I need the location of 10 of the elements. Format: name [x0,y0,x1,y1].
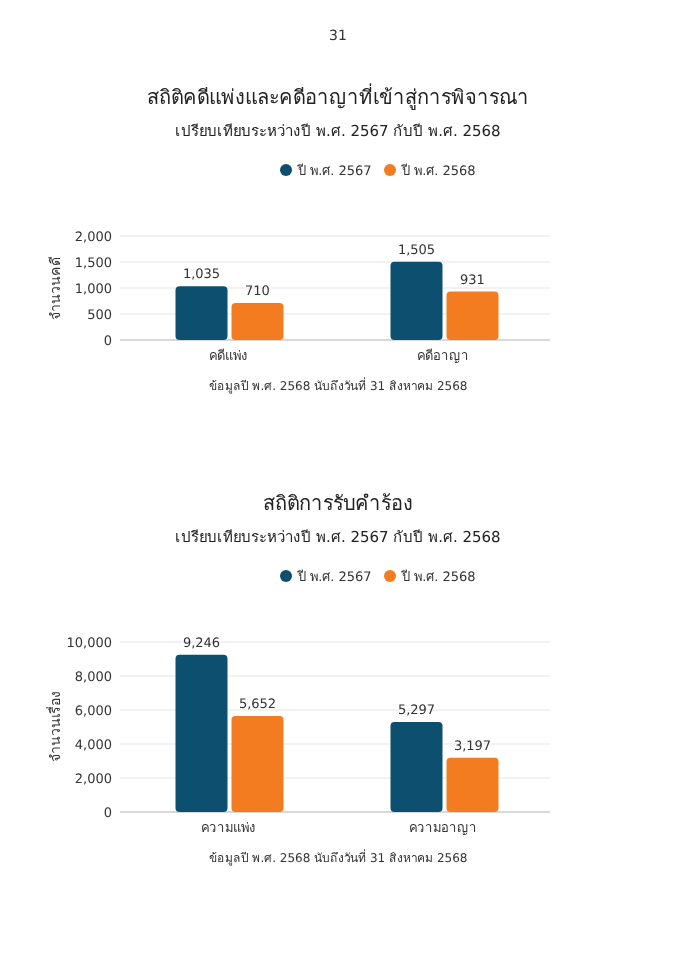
bar [231,715,284,812]
bar [446,291,499,340]
bar [231,303,284,340]
bar [175,654,228,812]
chart-title: สถิติการรับคำร้อง [263,492,413,516]
bar [390,261,443,340]
bar [390,721,443,812]
bar [446,757,499,812]
chart-title: สถิติคดีแพ่งและคดีอาญาที่เข้าสู่การพิจารณา [147,82,529,110]
bar [175,286,228,340]
